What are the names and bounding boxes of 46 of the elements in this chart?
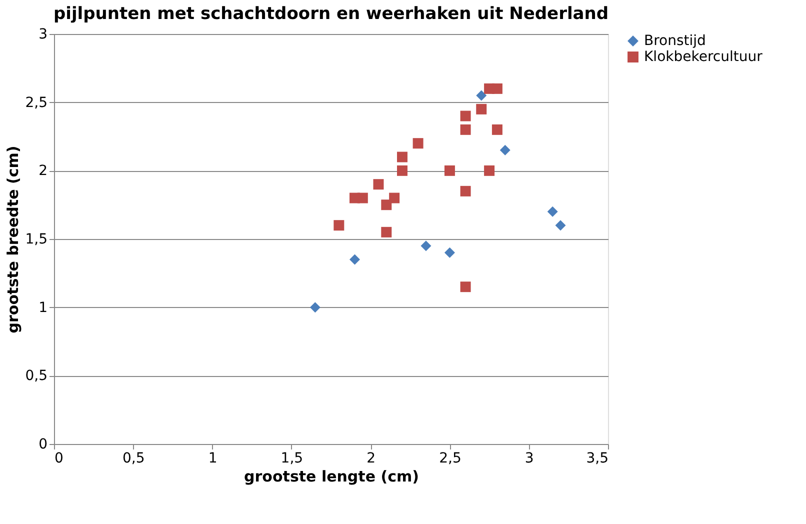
point — [396, 165, 408, 176]
x-tick-label: 1,5 — [280, 450, 304, 466]
x-tick-label: 1 — [208, 450, 218, 466]
chart-title: pijlpunten met schachtdoorn en weerhaken uit Nederland — [53, 4, 609, 24]
point — [460, 110, 471, 122]
point — [444, 165, 455, 176]
point — [555, 220, 566, 231]
y-tick-label: 2,5 — [25, 94, 48, 111]
point — [357, 192, 368, 204]
legend-label: Bronstijd — [644, 33, 706, 49]
point — [396, 152, 408, 162]
point — [476, 90, 487, 101]
point — [547, 206, 558, 217]
x-tick-label: 2,5 — [439, 450, 462, 466]
point — [492, 83, 502, 94]
y-axis-title: grootste breedte (cm) — [4, 146, 22, 334]
point — [476, 104, 487, 114]
x-tick-label: 3,5 — [586, 450, 608, 466]
point — [310, 302, 320, 313]
point — [444, 247, 455, 258]
point — [484, 165, 495, 176]
y-tick-label: 0 — [38, 436, 48, 452]
y-tick-label: 0,5 — [25, 368, 48, 384]
point — [492, 124, 502, 135]
point — [334, 220, 344, 231]
x-tick-label: 3 — [524, 450, 534, 466]
x-axis-title: grootste lengte (cm) — [244, 468, 419, 486]
point — [420, 240, 432, 252]
point — [412, 138, 424, 149]
point — [373, 179, 384, 190]
y-tick-label: 1 — [38, 300, 48, 316]
point — [460, 124, 471, 135]
point — [460, 282, 471, 292]
y-tick-label: 3 — [38, 26, 48, 42]
legend-label: Klokbekercultuur — [644, 49, 763, 65]
point — [381, 200, 392, 210]
y-tick-label: 1,5 — [25, 232, 48, 248]
point — [389, 192, 400, 204]
x-tick-label: 0,5 — [122, 450, 145, 466]
x-tick-label: 0 — [54, 450, 64, 466]
y-tick-label: 2 — [38, 163, 48, 180]
point — [500, 144, 510, 156]
point — [350, 254, 360, 265]
point — [381, 226, 392, 238]
x-tick-label: 2 — [366, 450, 376, 466]
point — [460, 186, 471, 196]
